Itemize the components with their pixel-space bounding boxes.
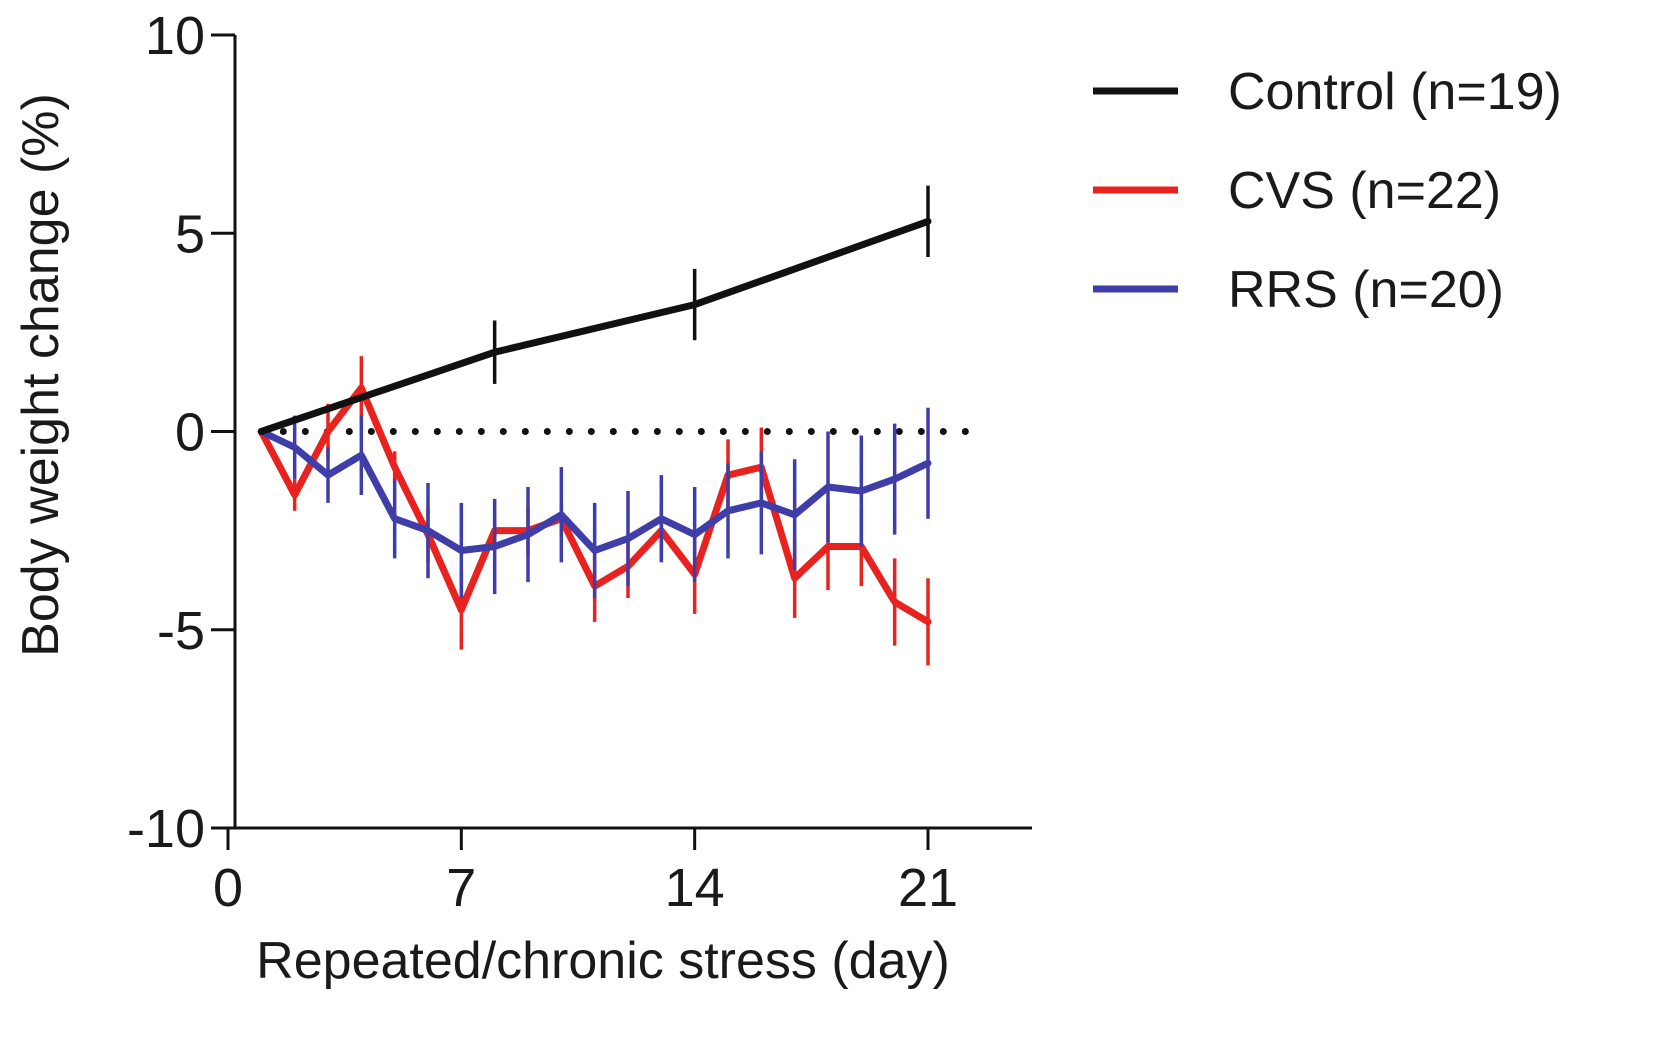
y-tick-label: -5 xyxy=(157,601,205,661)
legend-label-rrs: RRS (n=20) xyxy=(1228,261,1504,319)
series-control xyxy=(257,185,932,435)
legend-label-cvs: CVS (n=22) xyxy=(1228,162,1501,220)
y-tick-label: -10 xyxy=(127,799,205,859)
x-tick-label: 14 xyxy=(665,858,725,918)
series-line-control xyxy=(257,217,932,435)
y-tick-label: 5 xyxy=(175,204,205,264)
series-rrs xyxy=(257,407,932,599)
series-layer xyxy=(257,185,932,666)
legend: Control (n=19) CVS (n=22) RRS (n=20) xyxy=(1093,63,1562,319)
y-tick-label: 0 xyxy=(175,403,205,463)
x-tick-label: 7 xyxy=(446,858,476,918)
legend-label-control: Control (n=19) xyxy=(1228,63,1562,121)
series-line-rrs xyxy=(257,428,932,554)
y-axis-title: Body weight change (%) xyxy=(12,93,70,657)
x-tick-label: 0 xyxy=(213,858,243,918)
y-tick-label: 10 xyxy=(145,6,205,66)
x-tick-label: 21 xyxy=(898,858,958,918)
x-axis-title: Repeated/chronic stress (day) xyxy=(256,932,950,990)
